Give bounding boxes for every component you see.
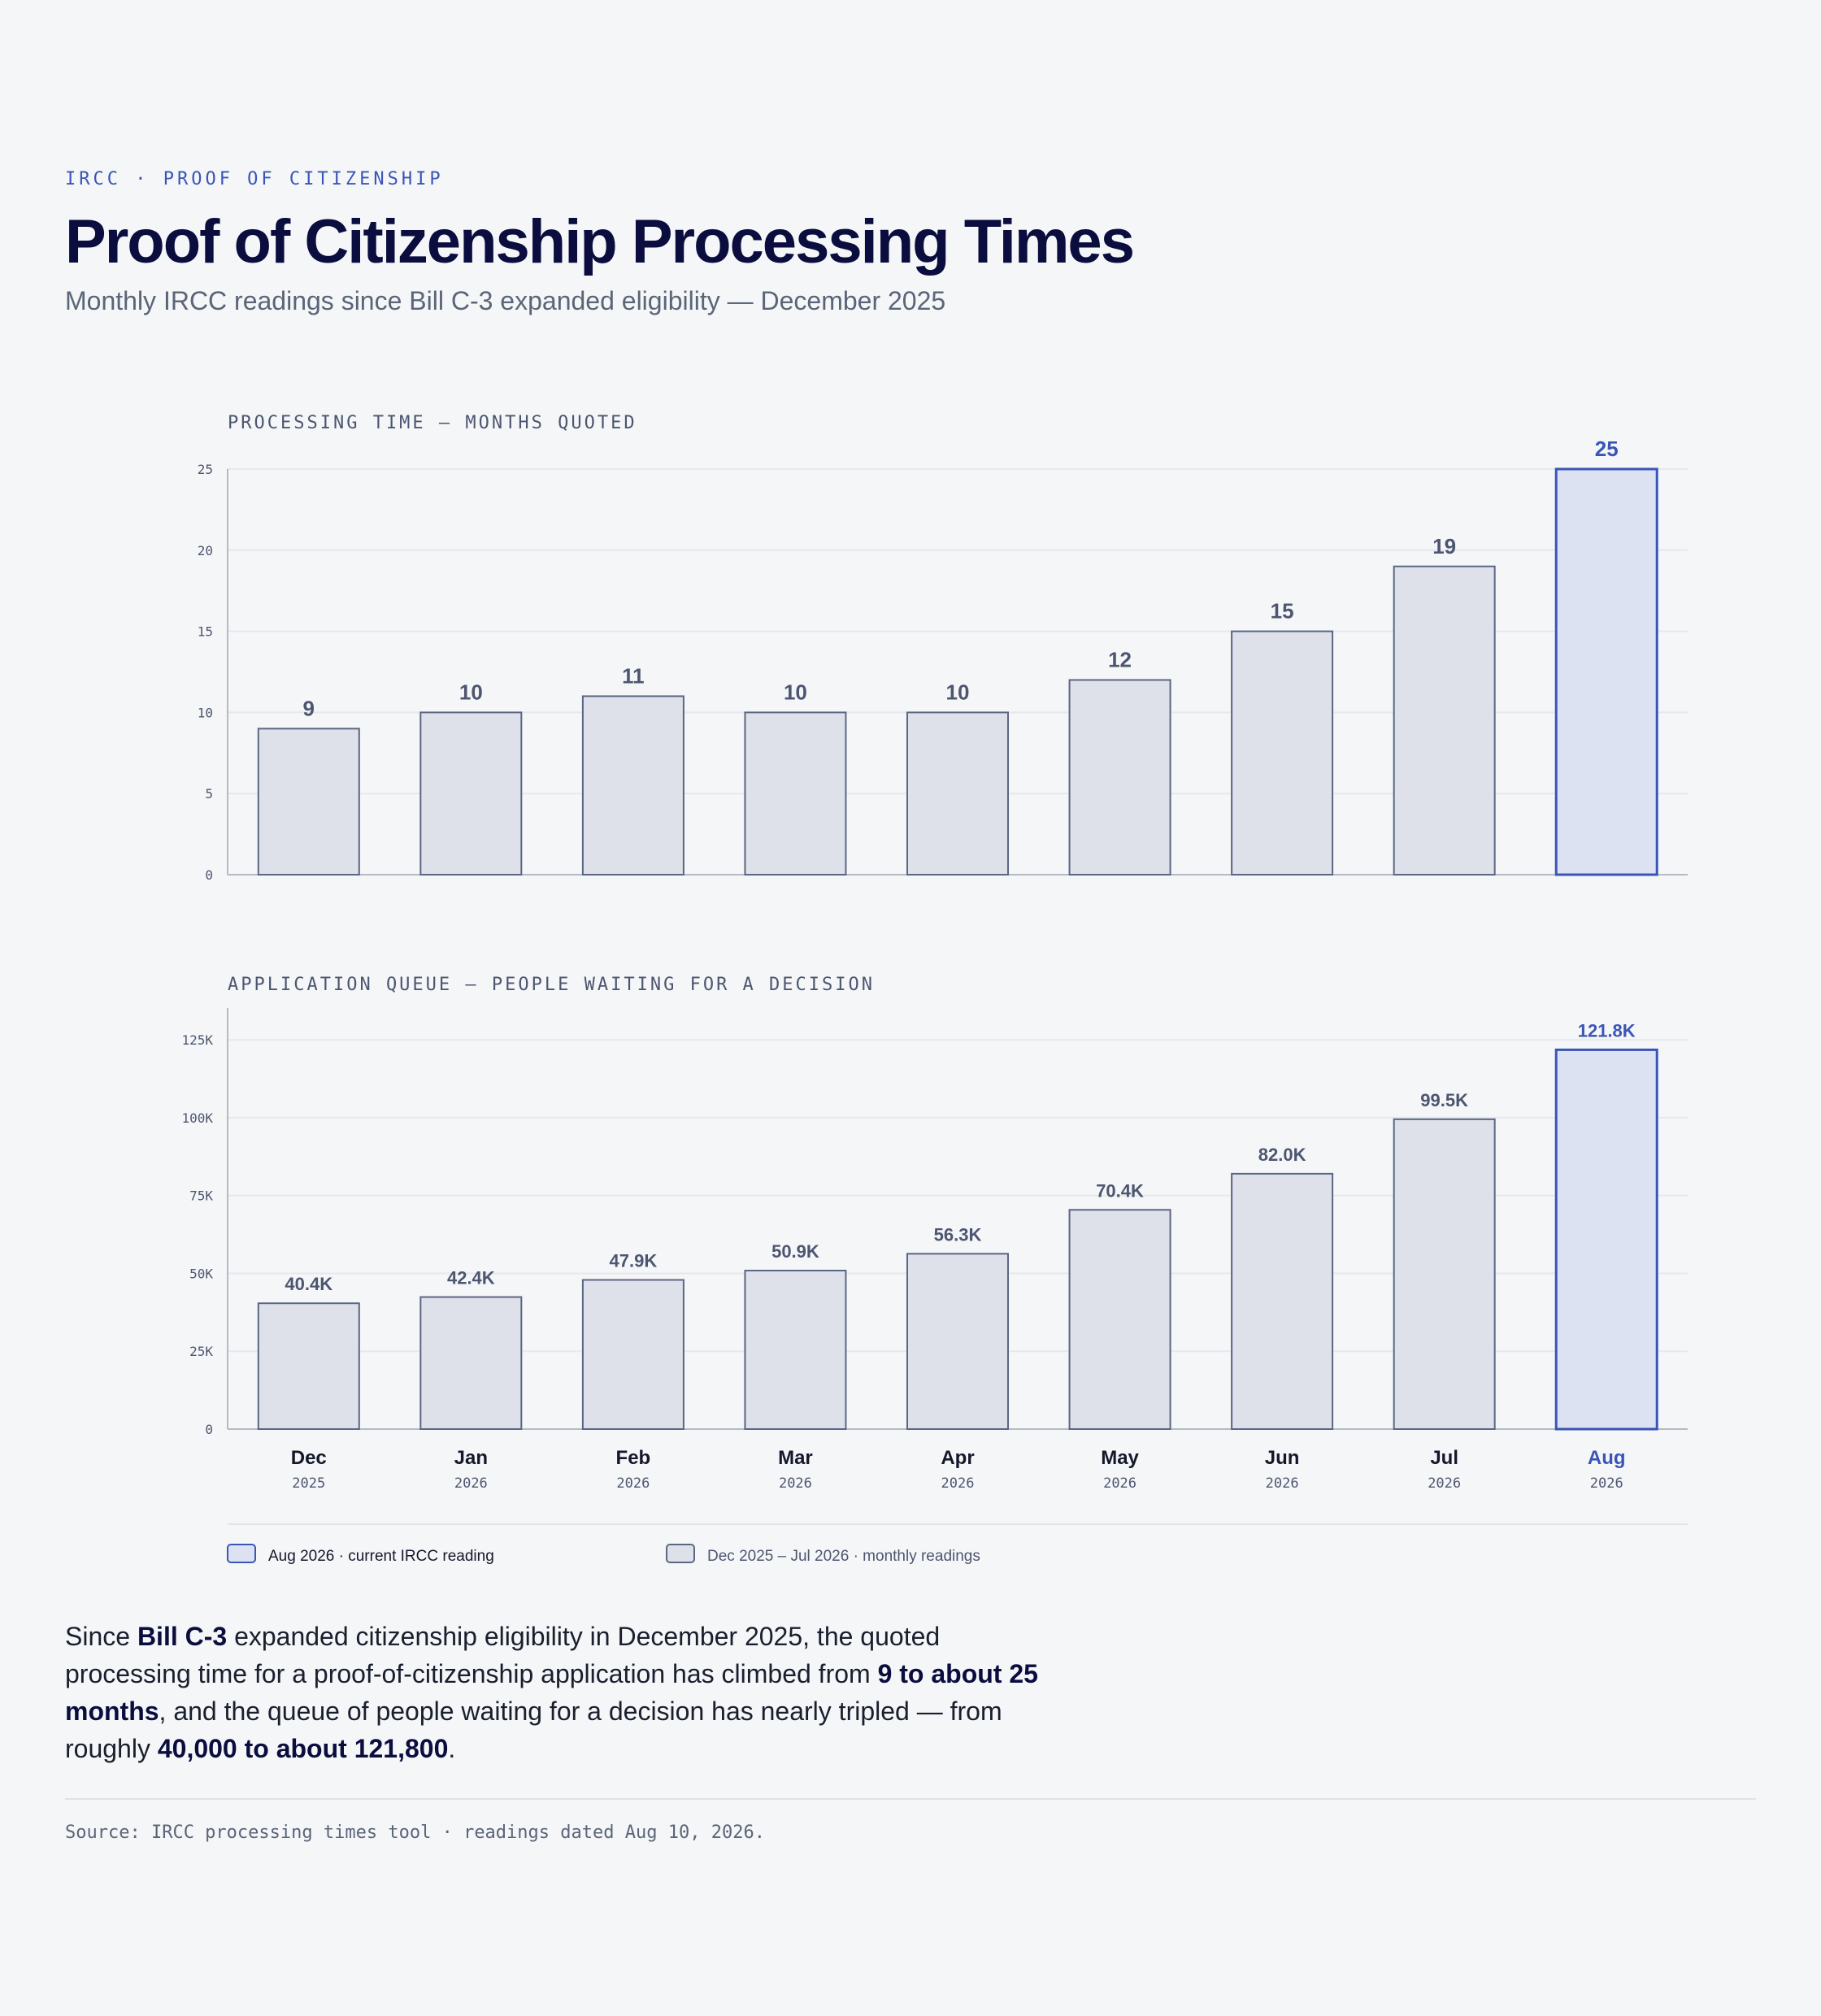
bar [1231, 630, 1334, 875]
data-label: 10 [459, 680, 483, 704]
x-tick-year: 2026 [779, 1475, 812, 1492]
y-tick-label: 75K [189, 1188, 213, 1204]
x-tick-year: 2026 [1590, 1475, 1623, 1492]
data-label: 10 [946, 680, 970, 704]
bar [257, 1302, 360, 1431]
bar [1393, 565, 1496, 875]
data-label: 19 [1432, 534, 1456, 558]
bar [581, 1279, 685, 1430]
x-tick-year: 2026 [941, 1475, 975, 1492]
bar [906, 1253, 1009, 1430]
charts: PROCESSING TIME — MONTHS QUOTED051015202… [181, 413, 1688, 1565]
summary-text: Since [65, 1622, 137, 1651]
data-label: 9 [303, 696, 315, 720]
data-label: 99.5K [1420, 1090, 1468, 1110]
summary-emphasis: Bill C-3 [137, 1622, 228, 1651]
summary-text: , and the queue of people waiting for a … [65, 1697, 1002, 1763]
x-tick-year: 2026 [616, 1475, 650, 1492]
chart-title: APPLICATION QUEUE — PEOPLE WAITING FOR A… [228, 975, 875, 995]
x-tick-year: 2026 [1266, 1475, 1299, 1492]
data-label: 12 [1108, 647, 1132, 671]
data-label: 15 [1271, 599, 1294, 623]
page-title: Proof of Citizenship Processing Times [65, 207, 1135, 276]
x-tick-label: Mar [778, 1447, 813, 1469]
x-tick-label: Jun [1265, 1447, 1300, 1469]
x-tick-label: Apr [941, 1447, 974, 1469]
x-tick-label: May [1101, 1447, 1139, 1469]
x-tick-label: Aug [1588, 1447, 1626, 1469]
y-tick-label: 20 [198, 543, 213, 558]
y-tick-label: 125K [181, 1032, 213, 1048]
legend-label: Dec 2025 – Jul 2026 · monthly readings [707, 1548, 980, 1565]
bar [1393, 1118, 1496, 1431]
y-tick-label: 0 [205, 1422, 213, 1437]
x-tick-year: 2026 [1428, 1475, 1461, 1492]
data-label: 56.3K [934, 1224, 982, 1245]
data-label: 121.8K [1578, 1020, 1636, 1041]
y-tick-label: 5 [205, 786, 213, 802]
bar [257, 728, 360, 875]
bar [744, 711, 847, 876]
x-tick-label: Feb [616, 1447, 651, 1469]
x-tick-year: 2026 [454, 1475, 488, 1492]
x-tick-year: 2025 [292, 1475, 325, 1492]
y-tick-label: 50K [189, 1266, 213, 1281]
y-tick-label: 15 [198, 624, 213, 640]
x-tick-label: Jul [1430, 1447, 1458, 1469]
legend-swatch [227, 1544, 256, 1563]
y-tick-label: 25 [198, 462, 213, 477]
divider [65, 1798, 1756, 1800]
summary-text: . [448, 1734, 456, 1763]
chart-title: PROCESSING TIME — MONTHS QUOTED [228, 413, 637, 433]
data-label: 42.4K [447, 1268, 495, 1288]
summary-paragraph: Since Bill C-3 expanded citizenship elig… [65, 1618, 1041, 1767]
data-label: 25 [1595, 437, 1619, 461]
summary-emphasis: 40,000 to about 121,800 [157, 1734, 449, 1763]
y-tick-label: 10 [198, 705, 213, 720]
data-label: 82.0K [1258, 1145, 1306, 1165]
y-tick-label: 100K [181, 1110, 213, 1126]
kicker: IRCC · PROOF OF CITIZENSHIP [65, 169, 444, 189]
data-label: 40.4K [285, 1274, 332, 1294]
data-label: 70.4K [1096, 1180, 1144, 1201]
bar [419, 1296, 523, 1431]
bar [906, 711, 1009, 876]
data-label: 47.9K [610, 1251, 658, 1271]
page-subtitle: Monthly IRCC readings since Bill C-3 exp… [65, 286, 946, 315]
summary-emphasis: 9 to about 25 months [65, 1659, 1038, 1726]
x-tick-label: Jan [454, 1447, 488, 1469]
x-tick-year: 2026 [1103, 1475, 1136, 1492]
y-tick-label: 25K [189, 1344, 213, 1359]
bar [1554, 1048, 1658, 1431]
bar [744, 1270, 847, 1430]
data-label: 11 [622, 663, 645, 688]
bar [1068, 1209, 1171, 1430]
x-tick-label: Dec [291, 1447, 327, 1469]
bar [419, 711, 523, 876]
source-note: Source: IRCC processing times tool · rea… [65, 1823, 765, 1843]
y-tick-label: 0 [205, 867, 213, 883]
bar [1554, 467, 1658, 876]
data-label: 50.9K [771, 1241, 819, 1262]
bar [1068, 679, 1171, 875]
bar [581, 695, 685, 875]
summary-text: expanded citizenship eligibility in Dece… [65, 1622, 941, 1688]
data-label: 10 [784, 680, 807, 704]
legend-label: Aug 2026 · current IRCC reading [268, 1548, 494, 1565]
legend-swatch [666, 1544, 695, 1563]
bar [1231, 1172, 1334, 1431]
